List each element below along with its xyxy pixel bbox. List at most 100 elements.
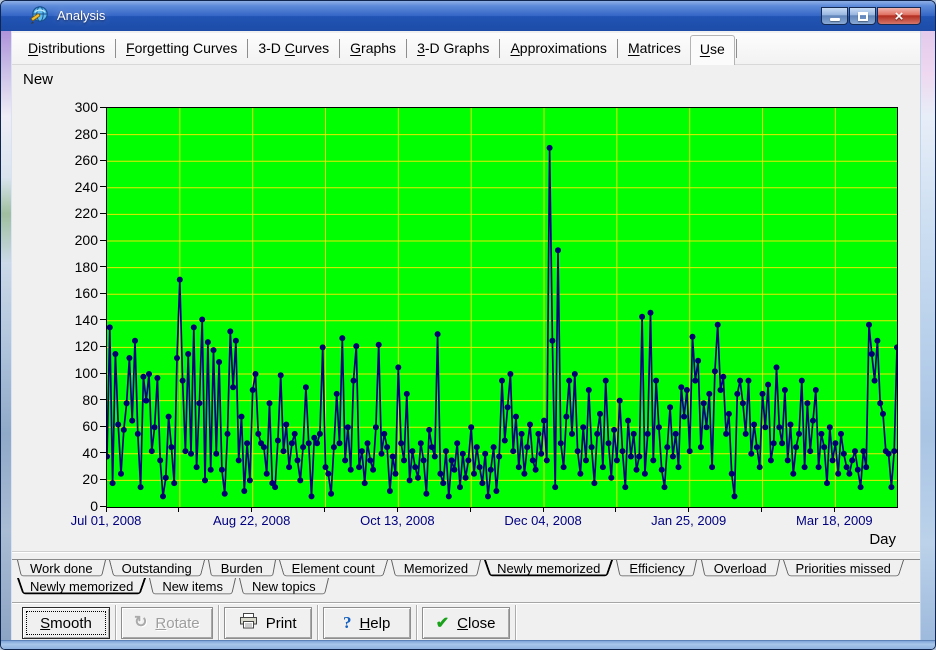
data-point <box>866 321 872 328</box>
tab-3-d-graphs[interactable]: 3-D Graphs <box>417 40 490 56</box>
data-point <box>728 470 735 477</box>
data-point <box>115 421 122 428</box>
data-point <box>787 421 794 428</box>
data-point <box>202 477 208 484</box>
data-point <box>401 457 407 464</box>
tab-element-count[interactable]: Element count <box>279 560 388 578</box>
y-tick <box>100 239 106 241</box>
data-point <box>781 387 788 393</box>
y-tick-label: 0 <box>90 498 98 514</box>
maximize-button[interactable] <box>849 7 876 25</box>
data-point <box>434 331 441 338</box>
data-point <box>888 484 895 491</box>
tab-efficiency[interactable]: Efficiency <box>616 560 697 578</box>
data-point <box>386 488 393 494</box>
tab-separator <box>499 39 501 58</box>
data-point <box>190 324 197 331</box>
data-point <box>513 413 519 420</box>
tab-3-d-curves[interactable]: 3-D Curves <box>258 40 330 56</box>
data-point <box>162 474 169 481</box>
data-point <box>249 387 256 393</box>
data-point <box>426 426 433 433</box>
data-point <box>151 424 158 431</box>
data-point <box>336 440 343 447</box>
data-point <box>639 313 646 320</box>
data-point <box>389 453 396 460</box>
close-button[interactable]: ✔ Close <box>421 607 510 639</box>
data-point <box>356 464 363 471</box>
rotate-button[interactable]: ↻ Rotate <box>121 607 213 639</box>
help-button[interactable]: ? Help <box>322 607 411 639</box>
data-point <box>720 373 727 380</box>
chart-plot-area[interactable] <box>106 107 898 508</box>
data-point <box>557 440 564 447</box>
y-tick-label: 40 <box>82 444 98 461</box>
data-point <box>473 444 480 451</box>
data-point <box>753 444 760 451</box>
tab-approximations[interactable]: Approximations <box>510 40 607 56</box>
data-point <box>196 400 203 407</box>
tab-use[interactable]: Use <box>689 34 735 65</box>
tab-overload[interactable]: Overload <box>701 560 780 578</box>
data-point <box>454 440 461 447</box>
tab-forgetting-curves[interactable]: Forgetting Curves <box>126 40 238 56</box>
data-point <box>148 448 155 455</box>
data-point <box>445 493 452 500</box>
data-point <box>709 464 716 471</box>
data-point <box>193 464 200 471</box>
tab-distributions[interactable]: Distributions <box>28 40 106 56</box>
data-point <box>283 421 290 428</box>
tab-burden[interactable]: Burden <box>208 560 276 578</box>
tab-newly-memorized[interactable]: Newly memorized <box>484 560 613 578</box>
data-point <box>672 430 679 437</box>
data-point <box>171 480 178 487</box>
data-point <box>739 400 746 407</box>
tab-memorized[interactable]: Memorized <box>391 560 481 578</box>
top-tab-bar: Distributions Forgetting Curves 3-D Curves… <box>11 33 923 65</box>
data-point <box>255 430 262 437</box>
tab-matrices[interactable]: Matrices <box>627 40 681 56</box>
subtab-new-items[interactable]: New items <box>149 578 236 596</box>
data-point <box>308 493 315 500</box>
data-point <box>182 448 189 455</box>
data-point <box>485 493 491 500</box>
subtab-newly-memorized[interactable]: Newly memorized <box>17 578 146 596</box>
data-point <box>367 457 374 464</box>
smooth-button[interactable]: Smooth <box>22 607 110 639</box>
button-label: Help <box>359 614 391 632</box>
y-tick <box>100 478 106 480</box>
data-point <box>221 490 228 497</box>
print-button[interactable]: Print <box>223 607 312 639</box>
data-point <box>364 440 371 447</box>
tab-priorities-missed[interactable]: Priorities missed <box>783 560 904 578</box>
data-point <box>863 464 870 471</box>
data-point <box>319 344 326 351</box>
tab-outstanding[interactable]: Outstanding <box>109 560 205 578</box>
button-separator <box>316 605 318 641</box>
close-window-button[interactable]: × <box>877 7 921 25</box>
minimize-button[interactable] <box>821 7 848 25</box>
data-point <box>594 430 601 437</box>
data-point <box>770 440 777 447</box>
data-point <box>420 457 427 464</box>
data-point <box>118 470 124 477</box>
y-tick-label: 180 <box>74 258 98 275</box>
tab-label: Efficiency <box>629 561 685 576</box>
data-point <box>734 390 741 397</box>
subtab-new-topics[interactable]: New topics <box>239 578 329 596</box>
data-point <box>330 444 337 451</box>
tab-label: Priorities missed <box>795 561 891 576</box>
globe-pencil-icon <box>30 6 48 24</box>
x-tick <box>761 507 763 512</box>
titlebar[interactable]: Analysis × <box>1 1 935 32</box>
data-point <box>490 444 497 451</box>
data-point <box>627 453 634 460</box>
data-point <box>524 444 531 451</box>
data-point <box>664 444 671 451</box>
tab-work-done[interactable]: Work done <box>17 560 106 578</box>
tab-graphs[interactable]: Graphs <box>350 40 397 56</box>
data-point <box>790 470 797 477</box>
tab-label: Burden <box>220 561 263 576</box>
data-point <box>107 324 113 331</box>
data-point <box>625 417 632 424</box>
